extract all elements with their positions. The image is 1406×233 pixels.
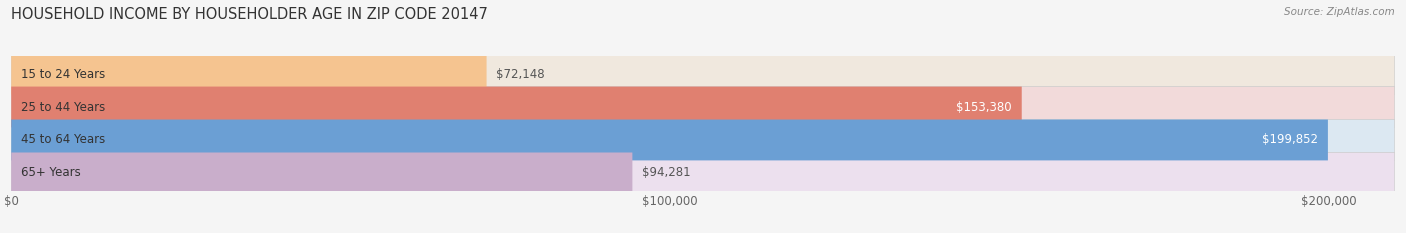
FancyBboxPatch shape [11,120,1395,160]
Text: $153,380: $153,380 [956,100,1012,113]
Text: 15 to 24 Years: 15 to 24 Years [21,68,105,81]
FancyBboxPatch shape [11,54,486,95]
FancyBboxPatch shape [11,54,1395,95]
FancyBboxPatch shape [11,152,1395,193]
Text: $199,852: $199,852 [1263,134,1317,147]
Text: $72,148: $72,148 [496,68,546,81]
FancyBboxPatch shape [11,152,633,193]
FancyBboxPatch shape [11,120,1327,160]
FancyBboxPatch shape [11,87,1395,127]
Text: HOUSEHOLD INCOME BY HOUSEHOLDER AGE IN ZIP CODE 20147: HOUSEHOLD INCOME BY HOUSEHOLDER AGE IN Z… [11,7,488,22]
Text: 65+ Years: 65+ Years [21,166,82,179]
Text: 25 to 44 Years: 25 to 44 Years [21,100,105,113]
Text: 45 to 64 Years: 45 to 64 Years [21,134,105,147]
Text: $94,281: $94,281 [643,166,690,179]
Text: Source: ZipAtlas.com: Source: ZipAtlas.com [1284,7,1395,17]
FancyBboxPatch shape [11,87,1022,127]
